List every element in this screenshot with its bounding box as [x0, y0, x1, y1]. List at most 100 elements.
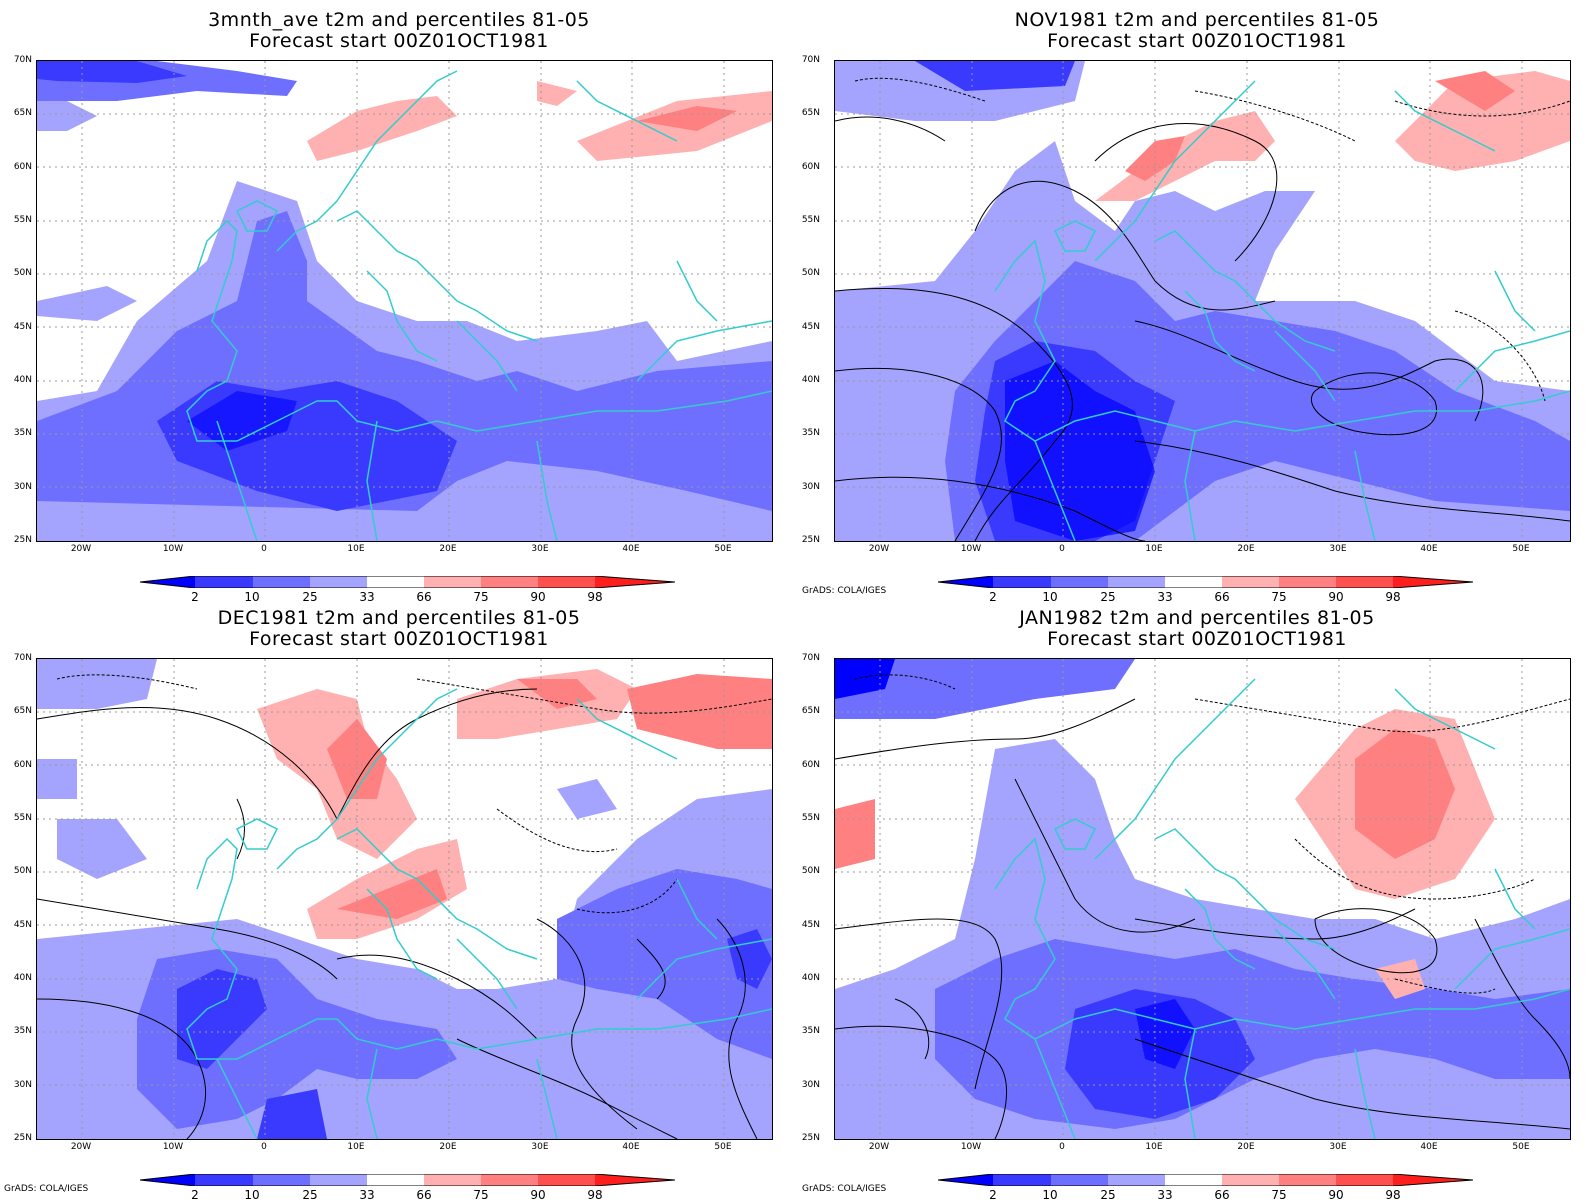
- colorbar-label: 2: [989, 1188, 997, 1202]
- colorbar-label: 25: [302, 590, 318, 604]
- colorbar-label: 66: [1214, 590, 1230, 604]
- lat-label: 25N: [801, 1133, 820, 1143]
- colorbar-label: 33: [359, 590, 375, 604]
- lon-label: 10E: [1145, 1142, 1163, 1152]
- lat-label: 40N: [13, 375, 32, 385]
- lon-label: 10W: [960, 544, 982, 554]
- colorbar-label: 75: [473, 1188, 489, 1202]
- lat-label: 35N: [801, 428, 820, 438]
- map-shading: [37, 659, 772, 1139]
- lon-label: 20E: [439, 544, 457, 554]
- lat-label: 40N: [801, 375, 820, 385]
- lat-label: 50N: [801, 866, 820, 876]
- lon-label: 30E: [531, 544, 549, 554]
- lat-label: 30N: [801, 1080, 820, 1090]
- map-shading: [835, 659, 1570, 1139]
- lon-label: 40E: [622, 544, 640, 554]
- lon-label: 50E: [714, 544, 732, 554]
- lat-label: 35N: [801, 1026, 820, 1036]
- lat-label: 60N: [801, 760, 820, 770]
- panel-title: NOV1981 t2m and percentiles 81-05: [1014, 9, 1380, 31]
- lon-label: 0: [1059, 1142, 1065, 1152]
- lat-label: 55N: [801, 813, 820, 823]
- panel-3month-average: 3mnth_ave t2m and percentiles 81-05 Fore…: [0, 0, 798, 604]
- lon-label: 50E: [1512, 1142, 1530, 1152]
- lat-label: 40N: [801, 973, 820, 983]
- lat-label: 50N: [13, 866, 32, 876]
- lon-label: 20E: [1237, 544, 1255, 554]
- colorbar-label: 25: [1100, 1188, 1116, 1202]
- lat-label: 30N: [13, 1080, 32, 1090]
- lon-label: 10E: [347, 1142, 365, 1152]
- lon-label: 0: [1059, 544, 1065, 554]
- panel-subtitle: Forecast start 00Z01OCT1981: [249, 30, 549, 52]
- lat-label: 65N: [13, 108, 32, 118]
- panel-jan1982: JAN1982 t2m and percentiles 81-05 Foreca…: [798, 598, 1596, 1202]
- lat-label: 25N: [13, 1133, 32, 1143]
- colorbar-label: 90: [1328, 590, 1344, 604]
- colorbar-label: 25: [302, 1188, 318, 1202]
- lat-label: 55N: [13, 215, 32, 225]
- colorbar-label: 10: [1042, 1188, 1058, 1202]
- colorbar-label: 90: [1328, 1188, 1344, 1202]
- map-plot: [36, 658, 773, 1140]
- lon-label: 50E: [1512, 544, 1530, 554]
- colorbar: [938, 1174, 1473, 1186]
- lon-label: 20E: [439, 1142, 457, 1152]
- lat-label: 55N: [801, 215, 820, 225]
- lon-label: 40E: [622, 1142, 640, 1152]
- colorbar-label: 10: [1042, 590, 1058, 604]
- lat-label: 25N: [801, 535, 820, 545]
- map-plot: [834, 658, 1571, 1140]
- lat-label: 65N: [13, 706, 32, 716]
- lat-label: 35N: [13, 428, 32, 438]
- colorbar-label: 75: [473, 590, 489, 604]
- colorbar-label: 10: [244, 1188, 260, 1202]
- lat-label: 35N: [13, 1026, 32, 1036]
- colorbar-label: 10: [244, 590, 260, 604]
- colorbar-label: 90: [530, 1188, 546, 1202]
- lat-label: 50N: [801, 268, 820, 278]
- colorbar-label: 33: [359, 1188, 375, 1202]
- lat-label: 55N: [13, 813, 32, 823]
- colorbar-label: 33: [1157, 1188, 1173, 1202]
- lat-label: 30N: [801, 482, 820, 492]
- colorbar-label: 66: [416, 590, 432, 604]
- lon-label: 0: [261, 1142, 267, 1152]
- lat-label: 65N: [801, 706, 820, 716]
- lat-label: 70N: [801, 55, 820, 65]
- lat-label: 65N: [801, 108, 820, 118]
- lat-label: 40N: [13, 973, 32, 983]
- panel-subtitle: Forecast start 00Z01OCT1981: [1047, 628, 1347, 650]
- lat-label: 45N: [13, 322, 32, 332]
- lon-label: 40E: [1420, 1142, 1438, 1152]
- lat-label: 50N: [13, 268, 32, 278]
- map-shading: [37, 61, 772, 541]
- lat-label: 30N: [13, 482, 32, 492]
- lon-label: 20E: [1237, 1142, 1255, 1152]
- lon-label: 10E: [347, 544, 365, 554]
- panel-title: JAN1982 t2m and percentiles 81-05: [1019, 607, 1375, 629]
- colorbar-label: 90: [530, 590, 546, 604]
- lat-label: 60N: [13, 760, 32, 770]
- colorbar-label: 2: [191, 1188, 199, 1202]
- colorbar-label: 75: [1271, 1188, 1287, 1202]
- colorbar-label: 66: [1214, 1188, 1230, 1202]
- panel-title: 3mnth_ave t2m and percentiles 81-05: [208, 9, 590, 31]
- map-plot: [834, 60, 1571, 542]
- lon-label: 10W: [960, 1142, 982, 1152]
- colorbar-label: 33: [1157, 590, 1173, 604]
- lon-label: 20W: [868, 544, 890, 554]
- lon-label: 40E: [1420, 544, 1438, 554]
- colorbar-label: 98: [587, 1188, 603, 1202]
- colorbar-label: 98: [1385, 590, 1401, 604]
- map-plot: [36, 60, 773, 542]
- colorbar-label: 2: [989, 590, 997, 604]
- lat-label: 70N: [13, 653, 32, 663]
- colorbar: [140, 576, 675, 588]
- lon-label: 50E: [714, 1142, 732, 1152]
- colorbar-label: 75: [1271, 590, 1287, 604]
- lat-label: 60N: [13, 162, 32, 172]
- grads-credit: GrADS: COLA/IGES: [4, 1184, 89, 1194]
- lat-label: 45N: [801, 920, 820, 930]
